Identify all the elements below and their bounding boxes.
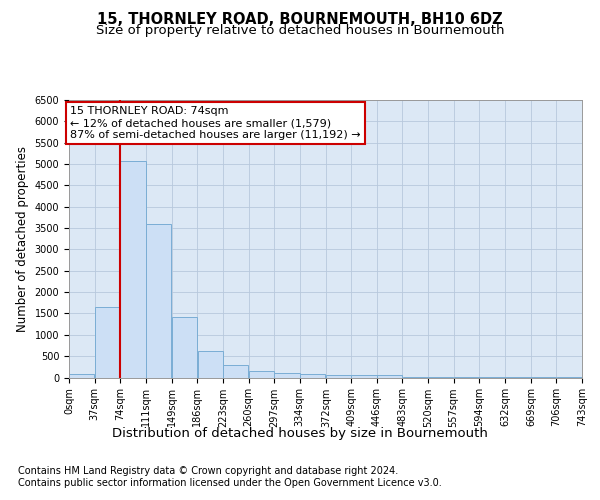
Bar <box>377 374 403 378</box>
Bar <box>300 374 325 378</box>
Text: 15 THORNLEY ROAD: 74sqm
← 12% of detached houses are smaller (1,579)
87% of semi: 15 THORNLEY ROAD: 74sqm ← 12% of detache… <box>70 106 361 140</box>
Bar <box>352 376 377 378</box>
Text: Distribution of detached houses by size in Bournemouth: Distribution of detached houses by size … <box>112 428 488 440</box>
Bar <box>248 371 274 378</box>
Bar <box>326 375 351 378</box>
Text: Contains HM Land Registry data © Crown copyright and database right 2024.: Contains HM Land Registry data © Crown c… <box>18 466 398 476</box>
Bar <box>197 351 223 378</box>
Bar <box>274 373 299 378</box>
Bar <box>223 365 248 378</box>
Bar <box>69 374 94 378</box>
Y-axis label: Number of detached properties: Number of detached properties <box>16 146 29 332</box>
Bar <box>95 307 120 378</box>
Bar <box>146 224 171 378</box>
Text: Size of property relative to detached houses in Bournemouth: Size of property relative to detached ho… <box>96 24 504 37</box>
Text: Contains public sector information licensed under the Open Government Licence v3: Contains public sector information licen… <box>18 478 442 488</box>
Bar <box>120 160 146 378</box>
Bar <box>172 317 197 378</box>
Text: 15, THORNLEY ROAD, BOURNEMOUTH, BH10 6DZ: 15, THORNLEY ROAD, BOURNEMOUTH, BH10 6DZ <box>97 12 503 28</box>
